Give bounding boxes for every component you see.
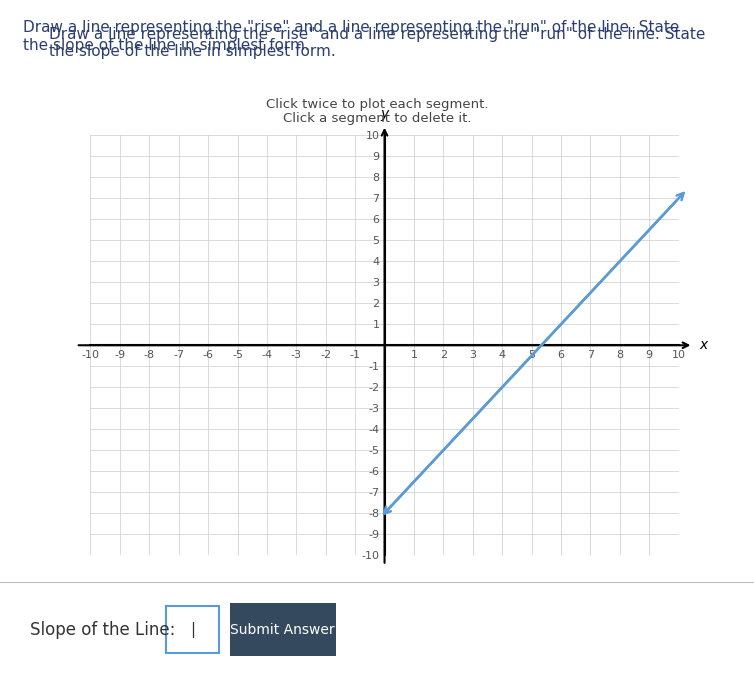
Text: Click twice to plot each segment.: Click twice to plot each segment. (265, 98, 489, 111)
Text: Draw a line representing the "rise" and a line representing the "run" of the lin: Draw a line representing the "rise" and … (23, 20, 679, 53)
Text: x: x (699, 338, 707, 352)
FancyBboxPatch shape (230, 603, 336, 656)
Text: Slope of the Line:: Slope of the Line: (30, 621, 176, 638)
Text: Draw a line representing the "rise" and a line representing the "run" of the lin: Draw a line representing the "rise" and … (49, 27, 705, 60)
Text: Submit Answer: Submit Answer (231, 623, 335, 636)
Text: y: y (381, 107, 388, 121)
Text: Click a segment to delete it.: Click a segment to delete it. (283, 112, 471, 125)
Text: |: | (190, 621, 195, 638)
FancyBboxPatch shape (166, 606, 219, 653)
